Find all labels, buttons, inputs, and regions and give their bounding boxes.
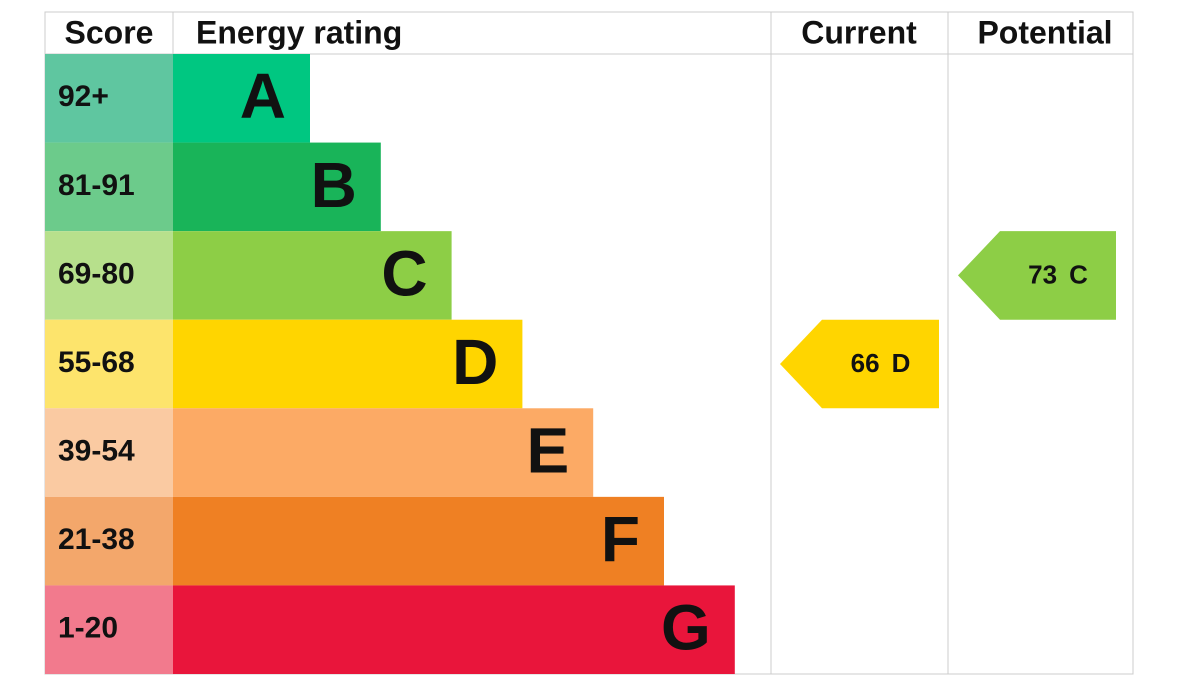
score-cell [45, 142, 173, 232]
rating-bar [173, 408, 594, 497]
rating-bar [173, 496, 664, 586]
rating-letter: G [661, 592, 711, 664]
score-cell [45, 319, 173, 409]
header-current: Current [801, 14, 917, 50]
score-label: 92+ [58, 80, 109, 113]
current-label: 66 D [851, 348, 911, 378]
rating-bar [173, 54, 310, 143]
score-label: 69-80 [58, 257, 135, 290]
potential-value: 73 [1028, 259, 1057, 289]
rating-letter: A [240, 60, 286, 132]
rating-letter: C [381, 237, 427, 309]
potential-arrow [958, 231, 1116, 320]
score-cell [45, 496, 173, 586]
potential-letter: C [1069, 259, 1088, 289]
rating-letter: E [527, 414, 570, 486]
current-arrow [780, 319, 939, 409]
rating-bar [173, 319, 523, 409]
rating-bar [173, 585, 735, 674]
score-label: 81-91 [58, 169, 135, 202]
rating-bar [173, 231, 452, 320]
potential-label: 73 C [1028, 259, 1088, 289]
score-label: 39-54 [58, 434, 135, 467]
score-cell [45, 54, 173, 143]
score-cell [45, 585, 173, 674]
score-cell [45, 408, 173, 497]
rating-letter: F [601, 503, 640, 575]
current-letter: D [892, 348, 911, 378]
rating-letter: B [311, 149, 357, 221]
header-rating: Energy rating [196, 14, 402, 50]
header-potential: Potential [977, 14, 1112, 50]
score-cell [45, 231, 173, 320]
header-score: Score [65, 14, 154, 50]
score-label: 1-20 [58, 612, 118, 645]
score-label: 21-38 [58, 523, 135, 556]
current-value: 66 [851, 348, 880, 378]
score-label: 55-68 [58, 346, 135, 379]
rating-letter: D [452, 326, 498, 398]
rating-bar [173, 142, 381, 232]
